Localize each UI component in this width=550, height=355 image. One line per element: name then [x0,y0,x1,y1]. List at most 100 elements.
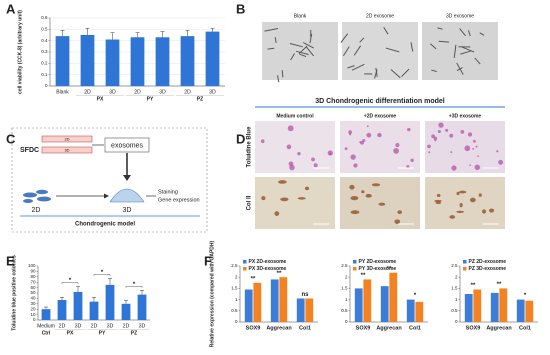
bar [121,303,131,320]
cell-texture [460,50,472,55]
cell-texture [342,46,350,57]
cell-texture [456,62,464,75]
bar [205,31,220,87]
bar [499,288,508,322]
x-tick-label: 2D [84,89,91,95]
stain-texture [350,210,360,215]
stain-texture [481,209,487,214]
group-label: PZ [197,96,203,102]
row-label: Col II [247,195,253,210]
bar [525,300,534,322]
x-tick-label: 3D [159,89,166,95]
stain-texture [313,163,318,168]
box [104,137,150,153]
y-tick-label: 0.1 [41,72,48,77]
panel-label: E [6,253,15,268]
bar [389,272,398,322]
error-bar [110,32,115,40]
error-bar [135,32,140,38]
bar [270,279,279,322]
stain-texture [395,143,400,148]
cell-texture [267,47,275,50]
stain-texture [434,139,437,142]
bar [155,37,170,86]
bar [279,277,288,322]
y-tick-label: 70 [30,279,36,284]
micrograph [262,22,338,80]
x-tick-label: 2D [134,89,141,95]
y-tick-label: 2.5 [451,263,458,268]
stain-texture [359,141,361,144]
error-bar [124,300,128,304]
y-tick-label: 0.6 [41,15,48,20]
stain-texture [451,165,457,171]
micrograph [422,22,498,80]
stain-texture [348,130,352,135]
stain-texture [344,147,348,151]
y-tick-label: 0.5 [341,308,348,313]
cell-texture [347,65,355,69]
stain-texture [469,197,476,203]
output-label: Gene expression [158,197,200,203]
cell-texture [281,70,284,78]
stain-texture [467,132,473,137]
stain-texture [438,122,444,128]
y-tick-label: 0 [455,319,458,324]
y-tick-label: 1.5 [451,286,458,291]
y-tick-label: 80 [30,274,36,279]
y-tick-label: 2 [235,274,238,279]
stain-texture [435,201,442,205]
x-tick-label: 3D [75,323,82,329]
stain-texture [456,191,460,196]
cell-texture [277,75,280,83]
stain-texture [472,147,475,150]
cell-texture [385,47,400,53]
stain-texture [394,219,401,224]
panel-title: 3D Chondrogenic differentiation model [315,98,445,105]
error-bar [210,27,215,32]
stain-texture [427,144,431,149]
significance-label: * [524,293,527,299]
bar [363,279,372,322]
cell-texture [383,26,389,35]
panel-b: Blank 2D exosome 3D exosome [262,13,498,80]
source-label: SFDC [20,147,39,154]
x-tick-label: SOX9 [466,325,481,331]
stain-texture [472,139,476,143]
bar [105,39,120,86]
y-tick-label: 60 [30,285,36,290]
x-tick-label: 2D [184,89,191,95]
stain-texture [349,133,352,136]
cell-texture [290,53,295,61]
stain-texture [366,132,372,138]
error-bar [140,290,144,295]
stain-texture [365,193,372,198]
bar [73,291,83,320]
bracket [93,274,111,276]
legend-swatch [353,267,357,271]
group-label: PY [147,96,154,102]
bar [244,289,253,322]
significance-label: * [69,278,72,284]
significance-label: ns [301,292,309,298]
culture-bar [41,146,93,154]
column-label: Medium control [276,113,314,119]
group-label: PX [97,96,104,102]
legend-label: PY 2D-exosome [359,259,397,265]
error-bar [76,286,80,292]
panel-c: SFDC 2D 3D exosomes Staining Gene expres… [11,127,208,233]
stain-texture [478,193,482,197]
cell-texture [467,30,471,37]
y-tick-label: 0 [235,319,238,324]
bar [516,299,525,322]
stain-texture [436,193,441,198]
stain-texture [329,152,332,156]
legend-swatch [463,267,467,271]
x-tick-label: Col1 [409,325,421,331]
spheroid [109,188,145,203]
y-tick-label: 2 [345,274,348,279]
cell-texture [340,33,349,44]
bar [41,309,51,320]
cell [36,189,48,195]
